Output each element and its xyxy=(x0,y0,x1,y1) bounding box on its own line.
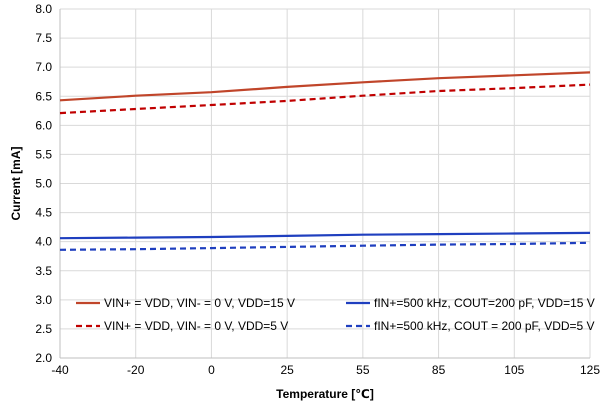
series-line-2 xyxy=(59,83,591,115)
x-tick-label: 85 xyxy=(432,363,446,377)
x-tick-label: 125 xyxy=(580,363,600,377)
series-line-4 xyxy=(59,241,591,251)
y-tick-label: 2.5 xyxy=(35,322,52,336)
x-tick-label: 25 xyxy=(280,363,294,377)
y-tick-label: 6.5 xyxy=(35,89,52,103)
legend: VIN+ = VDD, VIN- = 0 V, VDD=15 V fIN+=500… xyxy=(76,296,595,333)
y-tick-label: 7.5 xyxy=(35,31,52,45)
y-tick-label: 5.5 xyxy=(35,147,52,161)
legend-entry: VIN+ = VDD, VIN- = 0 V, VDD=15 V xyxy=(76,296,295,310)
y-tick-label: 2.0 xyxy=(35,351,52,365)
y-tick-label: 8.0 xyxy=(35,2,52,16)
legend-entry: fIN+=500 kHz, COUT = 200 pF, VDD=5 V xyxy=(346,319,595,333)
x-tick-label: 0 xyxy=(208,363,215,377)
legend-label: fIN+=500 kHz, COUT = 200 pF, VDD=5 V xyxy=(374,319,595,333)
y-tick-label: 4.0 xyxy=(35,235,52,249)
series-line-3 xyxy=(59,231,591,240)
y-tick-label: 6.0 xyxy=(35,118,52,132)
legend-label: fIN+=500 kHz, COUT=200 pF, VDD=15 V xyxy=(374,296,595,310)
series-line-1 xyxy=(59,71,591,102)
x-tick-label: -20 xyxy=(127,363,145,377)
y-tick-label: 5.0 xyxy=(35,177,52,191)
x-tick-label: 55 xyxy=(356,363,370,377)
y-axis-title: Current [mA] xyxy=(9,146,23,220)
y-tick-label: 3.0 xyxy=(35,293,52,307)
y-tick-label: 7.0 xyxy=(35,60,52,74)
x-tick-label: 105 xyxy=(504,363,524,377)
axes: 2.0 2.5 3.0 3.5 4.0 4.5 5.0 5.5 6.0 6.5 7.0 7.5 8.0 -… xyxy=(35,2,600,377)
series-lines xyxy=(59,71,591,251)
x-axis-title: Temperature [℃] xyxy=(276,387,374,401)
y-tick-label: 3.5 xyxy=(35,264,52,278)
y-tick-label: 4.5 xyxy=(35,206,52,220)
legend-label: VIN+ = VDD, VIN- = 0 V, VDD=5 V xyxy=(104,319,288,333)
legend-entry: VIN+ = VDD, VIN- = 0 V, VDD=5 V xyxy=(76,319,288,333)
legend-entry: fIN+=500 kHz, COUT=200 pF, VDD=15 V xyxy=(346,296,595,310)
legend-label: VIN+ = VDD, VIN- = 0 V, VDD=15 V xyxy=(104,296,295,310)
x-tick-label: -40 xyxy=(51,363,69,377)
